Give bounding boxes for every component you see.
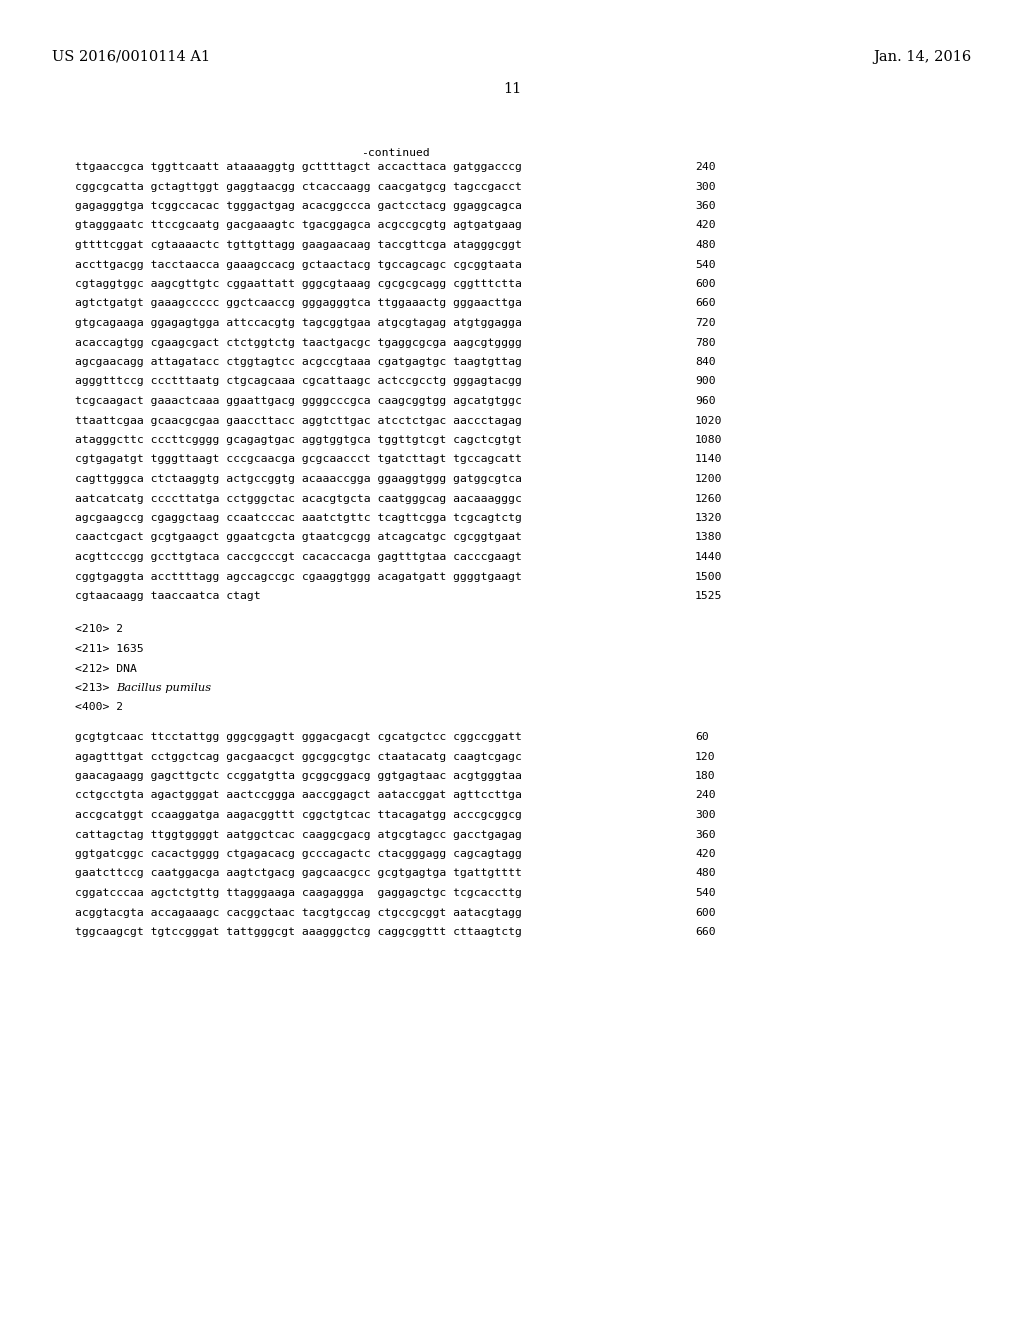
Text: cgtgagatgt tgggttaagt cccgcaacga gcgcaaccct tgatcttagt tgccagcatt: cgtgagatgt tgggttaagt cccgcaacga gcgcaac…: [75, 454, 522, 465]
Text: 240: 240: [695, 162, 716, 172]
Text: acaccagtgg cgaagcgact ctctggtctg taactgacgc tgaggcgcga aagcgtgggg: acaccagtgg cgaagcgact ctctggtctg taactga…: [75, 338, 522, 347]
Text: cggcgcatta gctagttggt gaggtaacgg ctcaccaagg caacgatgcg tagccgacct: cggcgcatta gctagttggt gaggtaacgg ctcacca…: [75, 181, 522, 191]
Text: gaatcttccg caatggacga aagtctgacg gagcaacgcc gcgtgagtga tgattgtttt: gaatcttccg caatggacga aagtctgacg gagcaac…: [75, 869, 522, 879]
Text: US 2016/0010114 A1: US 2016/0010114 A1: [52, 50, 210, 63]
Text: 780: 780: [695, 338, 716, 347]
Text: agagtttgat cctggctcag gacgaacgct ggcggcgtgc ctaatacatg caagtcgagc: agagtttgat cctggctcag gacgaacgct ggcggcg…: [75, 751, 522, 762]
Text: tcgcaagact gaaactcaaa ggaattgacg ggggcccgca caagcggtgg agcatgtggc: tcgcaagact gaaactcaaa ggaattgacg ggggccc…: [75, 396, 522, 407]
Text: <211> 1635: <211> 1635: [75, 644, 143, 653]
Text: 11: 11: [503, 82, 521, 96]
Text: accgcatggt ccaaggatga aagacggttt cggctgtcac ttacagatgg acccgcggcg: accgcatggt ccaaggatga aagacggttt cggctgt…: [75, 810, 522, 820]
Text: ggtgatcggc cacactgggg ctgagacacg gcccagactc ctacgggagg cagcagtagg: ggtgatcggc cacactgggg ctgagacacg gcccaga…: [75, 849, 522, 859]
Text: Bacillus pumilus: Bacillus pumilus: [116, 682, 211, 693]
Text: gcgtgtcaac ttcctattgg gggcggagtt gggacgacgt cgcatgctcc cggccggatt: gcgtgtcaac ttcctattgg gggcggagtt gggacga…: [75, 733, 522, 742]
Text: 1140: 1140: [695, 454, 723, 465]
Text: 960: 960: [695, 396, 716, 407]
Text: 300: 300: [695, 181, 716, 191]
Text: <210> 2: <210> 2: [75, 624, 123, 635]
Text: cgtaggtggc aagcgttgtc cggaattatt gggcgtaaag cgcgcgcagg cggtttctta: cgtaggtggc aagcgttgtc cggaattatt gggcgta…: [75, 279, 522, 289]
Text: agcgaagccg cgaggctaag ccaatcccac aaatctgttc tcagttcgga tcgcagtctg: agcgaagccg cgaggctaag ccaatcccac aaatctg…: [75, 513, 522, 523]
Text: 420: 420: [695, 220, 716, 231]
Text: 360: 360: [695, 201, 716, 211]
Text: 1200: 1200: [695, 474, 723, 484]
Text: Jan. 14, 2016: Jan. 14, 2016: [873, 50, 972, 63]
Text: 600: 600: [695, 279, 716, 289]
Text: 660: 660: [695, 927, 716, 937]
Text: 660: 660: [695, 298, 716, 309]
Text: tggcaagcgt tgtccgggat tattgggcgt aaagggctcg caggcggttt cttaagtctg: tggcaagcgt tgtccgggat tattgggcgt aaagggc…: [75, 927, 522, 937]
Text: 1440: 1440: [695, 552, 723, 562]
Text: 360: 360: [695, 829, 716, 840]
Text: cggatcccaa agctctgttg ttagggaaga caagaggga  gaggagctgc tcgcaccttg: cggatcccaa agctctgttg ttagggaaga caagagg…: [75, 888, 522, 898]
Text: cctgcctgta agactgggat aactccggga aaccggagct aataccggat agttccttga: cctgcctgta agactgggat aactccggga aaccgga…: [75, 791, 522, 800]
Text: agggtttccg ccctttaatg ctgcagcaaa cgcattaagc actccgcctg gggagtacgg: agggtttccg ccctttaatg ctgcagcaaa cgcatta…: [75, 376, 522, 387]
Text: agtctgatgt gaaagccccc ggctcaaccg gggagggtca ttggaaactg gggaacttga: agtctgatgt gaaagccccc ggctcaaccg gggaggg…: [75, 298, 522, 309]
Text: 540: 540: [695, 260, 716, 269]
Text: 1320: 1320: [695, 513, 723, 523]
Text: cattagctag ttggtggggt aatggctcac caaggcgacg atgcgtagcc gacctgagag: cattagctag ttggtggggt aatggctcac caaggcg…: [75, 829, 522, 840]
Text: 420: 420: [695, 849, 716, 859]
Text: 1500: 1500: [695, 572, 723, 582]
Text: -continued: -continued: [360, 148, 429, 158]
Text: aatcatcatg ccccttatga cctgggctac acacgtgcta caatgggcag aacaaagggc: aatcatcatg ccccttatga cctgggctac acacgtg…: [75, 494, 522, 503]
Text: 840: 840: [695, 356, 716, 367]
Text: accttgacgg tacctaacca gaaagccacg gctaactacg tgccagcagc cgcggtaata: accttgacgg tacctaacca gaaagccacg gctaact…: [75, 260, 522, 269]
Text: <400> 2: <400> 2: [75, 702, 123, 713]
Text: 1380: 1380: [695, 532, 723, 543]
Text: 480: 480: [695, 869, 716, 879]
Text: <212> DNA: <212> DNA: [75, 664, 137, 673]
Text: 720: 720: [695, 318, 716, 327]
Text: 600: 600: [695, 908, 716, 917]
Text: cgtaacaagg taaccaatca ctagt: cgtaacaagg taaccaatca ctagt: [75, 591, 261, 601]
Text: gagagggtga tcggccacac tgggactgag acacggccca gactcctacg ggaggcagca: gagagggtga tcggccacac tgggactgag acacggc…: [75, 201, 522, 211]
Text: 1525: 1525: [695, 591, 723, 601]
Text: atagggcttc cccttcgggg gcagagtgac aggtggtgca tggttgtcgt cagctcgtgt: atagggcttc cccttcgggg gcagagtgac aggtggt…: [75, 436, 522, 445]
Text: gttttcggat cgtaaaactc tgttgttagg gaagaacaag taccgttcga atagggcggt: gttttcggat cgtaaaactc tgttgttagg gaagaac…: [75, 240, 522, 249]
Text: agcgaacagg attagatacc ctggtagtcc acgccgtaaa cgatgagtgc taagtgttag: agcgaacagg attagatacc ctggtagtcc acgccgt…: [75, 356, 522, 367]
Text: 60: 60: [695, 733, 709, 742]
Text: ttaattcgaa gcaacgcgaa gaaccttacc aggtcttgac atcctctgac aaccctagag: ttaattcgaa gcaacgcgaa gaaccttacc aggtctt…: [75, 416, 522, 425]
Text: acgttcccgg gccttgtaca caccgcccgt cacaccacga gagtttgtaa cacccgaagt: acgttcccgg gccttgtaca caccgcccgt cacacca…: [75, 552, 522, 562]
Text: gtagggaatc ttccgcaatg gacgaaagtc tgacggagca acgccgcgtg agtgatgaag: gtagggaatc ttccgcaatg gacgaaagtc tgacgga…: [75, 220, 522, 231]
Text: 1020: 1020: [695, 416, 723, 425]
Text: 300: 300: [695, 810, 716, 820]
Text: 120: 120: [695, 751, 716, 762]
Text: 900: 900: [695, 376, 716, 387]
Text: 1260: 1260: [695, 494, 723, 503]
Text: gaacagaagg gagcttgctc ccggatgtta gcggcggacg ggtgagtaac acgtgggtaa: gaacagaagg gagcttgctc ccggatgtta gcggcgg…: [75, 771, 522, 781]
Text: acggtacgta accagaaagc cacggctaac tacgtgccag ctgccgcggt aatacgtagg: acggtacgta accagaaagc cacggctaac tacgtgc…: [75, 908, 522, 917]
Text: <213>: <213>: [75, 682, 117, 693]
Text: gtgcagaaga ggagagtgga attccacgtg tagcggtgaa atgcgtagag atgtggagga: gtgcagaaga ggagagtgga attccacgtg tagcggt…: [75, 318, 522, 327]
Text: cggtgaggta accttttagg agccagccgc cgaaggtggg acagatgatt ggggtgaagt: cggtgaggta accttttagg agccagccgc cgaaggt…: [75, 572, 522, 582]
Text: 480: 480: [695, 240, 716, 249]
Text: caactcgact gcgtgaagct ggaatcgcta gtaatcgcgg atcagcatgc cgcggtgaat: caactcgact gcgtgaagct ggaatcgcta gtaatcg…: [75, 532, 522, 543]
Text: 1080: 1080: [695, 436, 723, 445]
Text: 240: 240: [695, 791, 716, 800]
Text: cagttgggca ctctaaggtg actgccggtg acaaaccgga ggaaggtggg gatggcgtca: cagttgggca ctctaaggtg actgccggtg acaaacc…: [75, 474, 522, 484]
Text: ttgaaccgca tggttcaatt ataaaaggtg gcttttagct accacttaca gatggacccg: ttgaaccgca tggttcaatt ataaaaggtg gctttta…: [75, 162, 522, 172]
Text: 540: 540: [695, 888, 716, 898]
Text: 180: 180: [695, 771, 716, 781]
